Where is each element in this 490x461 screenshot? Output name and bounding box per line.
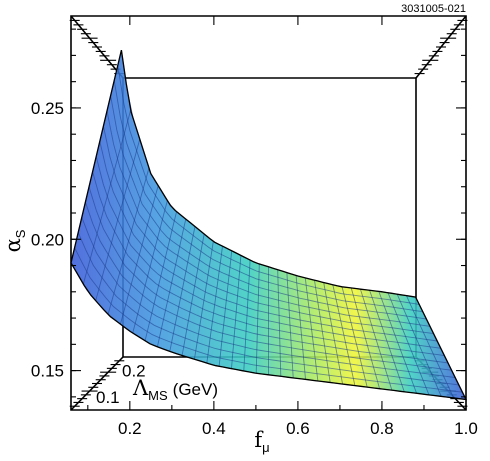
y-tick-label: 0.20 [31, 230, 64, 249]
y-axis-symbol: α [1, 238, 25, 252]
mesh-line-along [113, 80, 423, 313]
figure-code: 3031005-021 [401, 3, 466, 15]
mesh-line-along [77, 232, 459, 386]
mesh-line-across [82, 110, 132, 285]
y-axis-title: αS [1, 229, 28, 252]
z-axis-title: ΛMS (GeV) [132, 376, 218, 403]
z-tick-label: 0.2 [122, 361, 146, 380]
x-axis-symbol: f [254, 428, 264, 452]
x-tick-label: 0.4 [202, 419, 226, 438]
y-axis-ticks: 0.15 0.20 0.25 [31, 28, 466, 398]
x-axis-title: fμ [254, 428, 269, 455]
y-tick-label: 0.25 [31, 99, 64, 118]
mesh-line-along [81, 217, 456, 378]
surface [70, 49, 468, 401]
x-tick-label: 0.8 [370, 419, 394, 438]
mesh-line-along [84, 201, 452, 371]
z-axis-unit: (GeV) [173, 380, 218, 399]
mesh-line-along [95, 156, 441, 349]
x-tick-label: 0.2 [118, 419, 142, 438]
surface-outline [70, 49, 468, 401]
z-axis-ticks: 0.10.2 [96, 361, 146, 407]
mesh-line-along [117, 65, 420, 305]
mesh-line-along [110, 95, 427, 320]
mesh-line-along [92, 171, 445, 357]
mesh-line-along [99, 141, 438, 342]
y-axis-subscript: S [13, 229, 28, 238]
y-tick-label: 0.15 [31, 362, 64, 381]
z-tick-label: 0.1 [96, 388, 120, 407]
z-axis-symbol: Λ [132, 376, 149, 400]
mesh-line-along [88, 186, 449, 364]
x-tick-label: 0.6 [286, 419, 310, 438]
mesh-line-along [106, 110, 431, 327]
x-axis-subscript: μ [262, 440, 270, 455]
depth-ticks [69, 19, 468, 407]
x-tick-label: 1.0 [454, 419, 478, 438]
mesh-line-along [102, 126, 434, 335]
x-axis-ticks: 0.2 0.4 0.6 0.8 1.0 [87, 16, 478, 438]
z-axis-subscript: MS [148, 388, 168, 403]
mesh-line-along [74, 247, 463, 393]
